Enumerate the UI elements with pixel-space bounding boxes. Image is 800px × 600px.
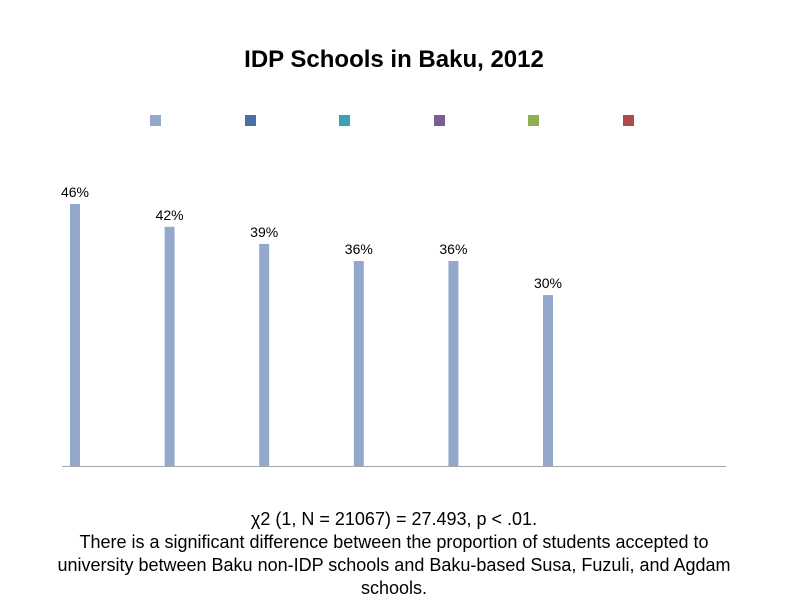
data-label: 39% [250, 224, 278, 240]
legend-swatch [433, 115, 445, 127]
data-label: 46% [61, 184, 89, 200]
legend-swatch [244, 115, 256, 127]
bar [70, 204, 80, 466]
chart-legend [0, 112, 800, 128]
legend-item [150, 112, 161, 127]
bars-layer [70, 204, 553, 466]
chart-title: IDP Schools in Baku, 2012 [244, 46, 544, 73]
data-label: 42% [156, 207, 184, 223]
caption-description: There is a significant difference betwee… [57, 532, 731, 598]
bar [543, 295, 553, 466]
legend-swatch [339, 115, 350, 127]
legend-item [528, 112, 539, 127]
bar [164, 226, 175, 466]
legend-swatch [622, 115, 634, 127]
legend-swatch [150, 115, 161, 127]
chart-caption: χ2 (1, N = 21067) = 27.493, p < .01. The… [40, 508, 748, 600]
bar-chart: 46% 42% 39% 36% 36% 30% [61, 184, 726, 467]
legend-item [622, 112, 634, 127]
legend-item [339, 112, 350, 127]
legend-swatch [528, 115, 539, 127]
data-labels-layer: 46% 42% 39% 36% 36% 30% [61, 184, 562, 291]
bar [353, 261, 364, 466]
data-label: 30% [534, 275, 562, 291]
bar [259, 243, 270, 466]
caption-statistic: χ2 (1, N = 21067) = 27.493, p < .01. [250, 509, 538, 529]
bar [448, 261, 459, 466]
legend-item [433, 112, 445, 127]
data-label: 36% [345, 241, 373, 257]
legend-item [244, 112, 256, 127]
data-label: 36% [439, 241, 467, 257]
